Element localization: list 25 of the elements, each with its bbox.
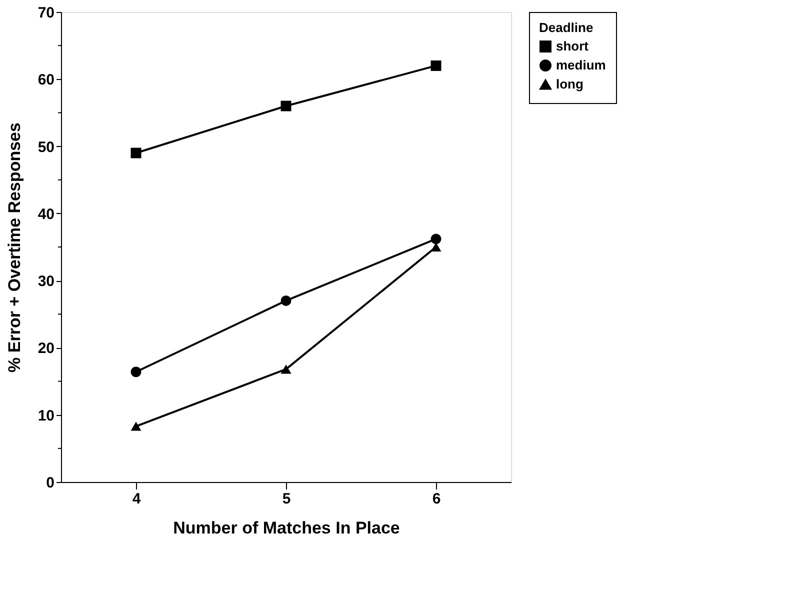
point [430, 234, 442, 244]
y-tick-label: 0 [46, 474, 54, 492]
legend-label: long [556, 76, 584, 92]
x-tick-label: 4 [132, 490, 142, 508]
y-tick-label: 10 [38, 407, 54, 424]
point [130, 148, 142, 158]
y-tick-label: 20 [38, 340, 54, 358]
x-tick-label: 5 [282, 490, 291, 508]
point [130, 422, 142, 431]
legend-label: medium [556, 58, 606, 72]
point [280, 364, 292, 374]
y-tick-label: 30 [38, 273, 54, 290]
legend-title: Deadline [539, 20, 594, 35]
x-axis-title: Number of Matches In Place [173, 518, 400, 538]
x-tick-label: 6 [432, 490, 441, 508]
point [430, 60, 442, 71]
y-tick-label: 70 [38, 4, 54, 22]
y-tick-label: 50 [38, 138, 54, 156]
point [130, 366, 142, 378]
point [280, 295, 292, 306]
y-tick-label: 60 [38, 72, 54, 89]
y-tick-label: 40 [38, 206, 54, 223]
legend-label: short [556, 38, 590, 54]
point [280, 100, 292, 112]
y-axis-title: % Error + Overtime Responses [4, 122, 24, 372]
